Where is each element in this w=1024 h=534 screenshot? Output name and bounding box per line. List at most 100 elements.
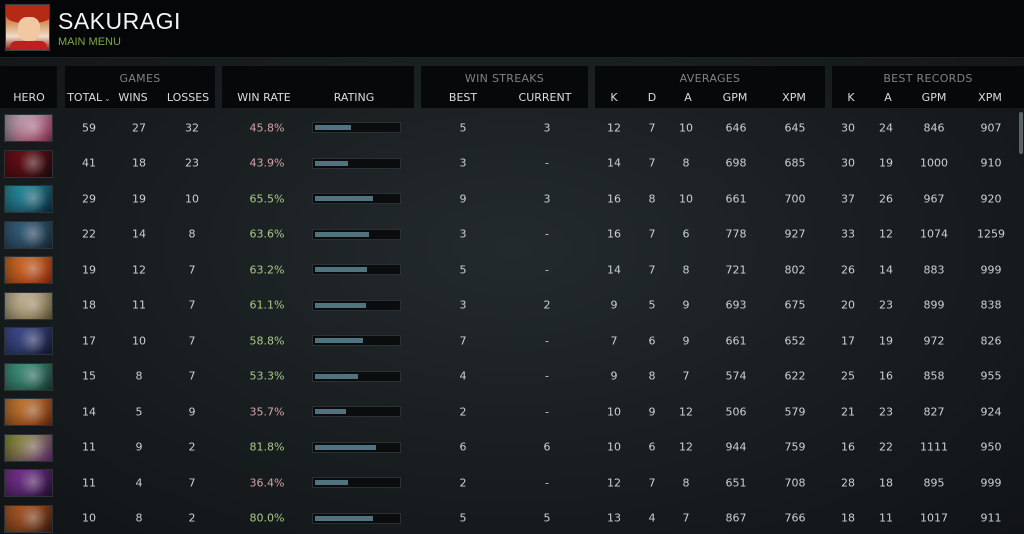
hero-row[interactable]: 11 4 7 36.4% 2 - 12 7 8 651 708 28 18 895 999 — [0, 465, 1024, 500]
hero-portrait[interactable] — [4, 185, 53, 213]
rating-bar-fill — [315, 373, 358, 379]
hero-portrait[interactable] — [4, 149, 53, 178]
wins-cell: 19 — [132, 192, 146, 205]
col-losses[interactable]: LOSSES — [166, 91, 210, 104]
current-streak-cell: - — [545, 156, 549, 170]
avg-assists-cell: 12 — [679, 405, 693, 418]
player-name: SAKURAGI — [58, 8, 181, 34]
hero-portrait[interactable] — [4, 220, 53, 249]
hero-portrait[interactable] — [4, 327, 53, 355]
rating-bar — [312, 193, 401, 204]
hero-portrait[interactable] — [4, 291, 53, 320]
col-current-streak[interactable]: CURRENT — [518, 91, 572, 104]
avg-kills-cell: 12 — [607, 476, 621, 489]
hero-row[interactable]: 22 14 8 63.6% 3 - 16 7 6 778 927 33 12 1074 1259 — [0, 217, 1024, 252]
total-games-cell: 22 — [82, 227, 96, 241]
sort-desc-icon: ⌄ — [104, 94, 111, 103]
rating-bar-fill — [315, 338, 363, 343]
hero-row[interactable]: 19 12 7 63.2% 5 - 14 7 8 721 802 26 14 883 999 — [0, 252, 1024, 287]
best-assists-cell: 18 — [879, 476, 893, 489]
col-avg-xpm[interactable]: XPM — [782, 91, 806, 104]
current-streak-cell: 3 — [543, 121, 551, 134]
rating-bar-fill — [315, 302, 366, 308]
best-streak-cell: 7 — [459, 334, 467, 347]
col-total-label: TOTAL — [67, 91, 103, 104]
col-rating[interactable]: RATING — [333, 91, 375, 104]
col-avg-deaths[interactable]: D — [647, 91, 657, 104]
current-streak-cell: 5 — [543, 511, 551, 525]
table-scrollbar[interactable] — [1019, 112, 1023, 154]
best-gpm-cell: 1000 — [920, 156, 948, 170]
col-total[interactable]: TOTAL ⌄ — [67, 91, 111, 104]
hero-portrait[interactable] — [4, 114, 53, 142]
total-games-cell: 11 — [82, 476, 96, 489]
avg-assists-cell: 9 — [682, 334, 690, 347]
avg-xpm-cell: 700 — [784, 192, 806, 205]
hero-portrait[interactable] — [4, 469, 53, 497]
wins-cell: 11 — [132, 298, 146, 312]
hero-portrait[interactable] — [4, 256, 53, 284]
best-kills-cell: 17 — [841, 334, 855, 347]
hero-portrait[interactable] — [4, 504, 53, 533]
hero-portrait[interactable] — [4, 433, 53, 462]
losses-cell: 23 — [185, 156, 199, 170]
rating-bar-fill — [315, 515, 373, 521]
avg-kills-cell: 7 — [610, 334, 618, 347]
col-best-gpm[interactable]: GPM — [921, 91, 947, 104]
profile-header: SAKURAGI MAIN MENU — [0, 0, 1024, 58]
avg-kills-cell: 9 — [610, 298, 618, 312]
avg-kills-cell: 10 — [607, 440, 621, 454]
current-streak-cell: - — [545, 405, 549, 418]
best-assists-cell: 24 — [879, 121, 893, 134]
hero-row[interactable]: 41 18 23 43.9% 3 - 14 7 8 698 685 30 19 1000 910 — [0, 146, 1024, 181]
avg-deaths-cell: 8 — [648, 192, 656, 205]
col-hero[interactable]: HERO — [13, 91, 45, 104]
current-streak-cell: - — [545, 227, 549, 241]
win-streaks-group-title: WIN STREAKS — [464, 72, 545, 85]
rating-bar — [312, 335, 401, 346]
col-win-rate[interactable]: WIN RATE — [237, 91, 291, 104]
win-rate-cell: 43.9% — [249, 156, 285, 170]
hero-row[interactable]: 10 8 2 80.0% 5 5 13 4 7 867 766 18 11 1017 911 — [0, 501, 1024, 534]
hero-row[interactable]: 15 8 7 53.3% 4 - 9 8 7 574 622 25 16 858 955 — [0, 359, 1024, 394]
hero-row[interactable]: 59 27 32 45.8% 5 3 12 7 10 646 645 30 24 846 907 — [0, 110, 1024, 145]
best-streak-cell: 2 — [459, 405, 467, 418]
wins-cell: 27 — [132, 121, 146, 134]
col-best-assists[interactable]: A — [884, 91, 892, 104]
hero-row[interactable]: 29 19 10 65.5% 9 3 16 8 10 661 700 37 26 967 920 — [0, 181, 1024, 216]
win-rate-cell: 65.5% — [249, 192, 285, 205]
col-avg-kills[interactable]: K — [610, 91, 618, 104]
col-best-kills[interactable]: K — [847, 91, 855, 104]
hero-row[interactable]: 11 9 2 81.8% 6 6 10 6 12 944 759 16 22 1111 950 — [0, 430, 1024, 465]
col-wins[interactable]: WINS — [118, 91, 148, 104]
avg-deaths-cell: 6 — [648, 440, 656, 454]
hero-row[interactable]: 17 10 7 58.8% 7 - 7 6 9 661 652 17 19 972 826 — [0, 323, 1024, 358]
best-xpm-cell: 838 — [980, 298, 1002, 312]
avg-xpm-cell: 675 — [784, 298, 806, 312]
avg-gpm-cell: 651 — [725, 476, 747, 489]
avg-kills-cell: 14 — [607, 263, 621, 276]
col-best-streak[interactable]: BEST — [448, 91, 478, 104]
losses-cell: 2 — [188, 511, 196, 525]
avg-kills-cell: 14 — [607, 156, 621, 170]
main-menu-link[interactable]: MAIN MENU — [58, 36, 121, 48]
hero-row[interactable]: 18 11 7 61.1% 3 2 9 5 9 693 675 20 23 899 838 — [0, 288, 1024, 323]
best-xpm-cell: 907 — [980, 121, 1002, 134]
wins-cell: 5 — [135, 405, 143, 418]
total-games-cell: 11 — [82, 440, 96, 454]
avg-gpm-cell: 944 — [725, 440, 747, 454]
col-best-xpm[interactable]: XPM — [978, 91, 1002, 104]
col-avg-assists[interactable]: A — [684, 91, 692, 104]
best-gpm-cell: 895 — [923, 476, 945, 489]
best-kills-cell: 28 — [841, 476, 855, 489]
hero-portrait[interactable] — [4, 362, 53, 391]
losses-cell: 7 — [188, 263, 196, 276]
col-avg-gpm[interactable]: GPM — [722, 91, 748, 104]
best-xpm-cell: 911 — [980, 511, 1002, 525]
win-rate-cell: 63.6% — [249, 227, 285, 241]
hero-row[interactable]: 14 5 9 35.7% 2 - 10 9 12 506 579 21 23 827 924 — [0, 394, 1024, 429]
best-xpm-cell: 826 — [980, 334, 1002, 347]
player-avatar[interactable] — [5, 4, 50, 51]
best-records-group-title: BEST RECORDS — [883, 72, 973, 85]
hero-portrait[interactable] — [4, 398, 53, 426]
